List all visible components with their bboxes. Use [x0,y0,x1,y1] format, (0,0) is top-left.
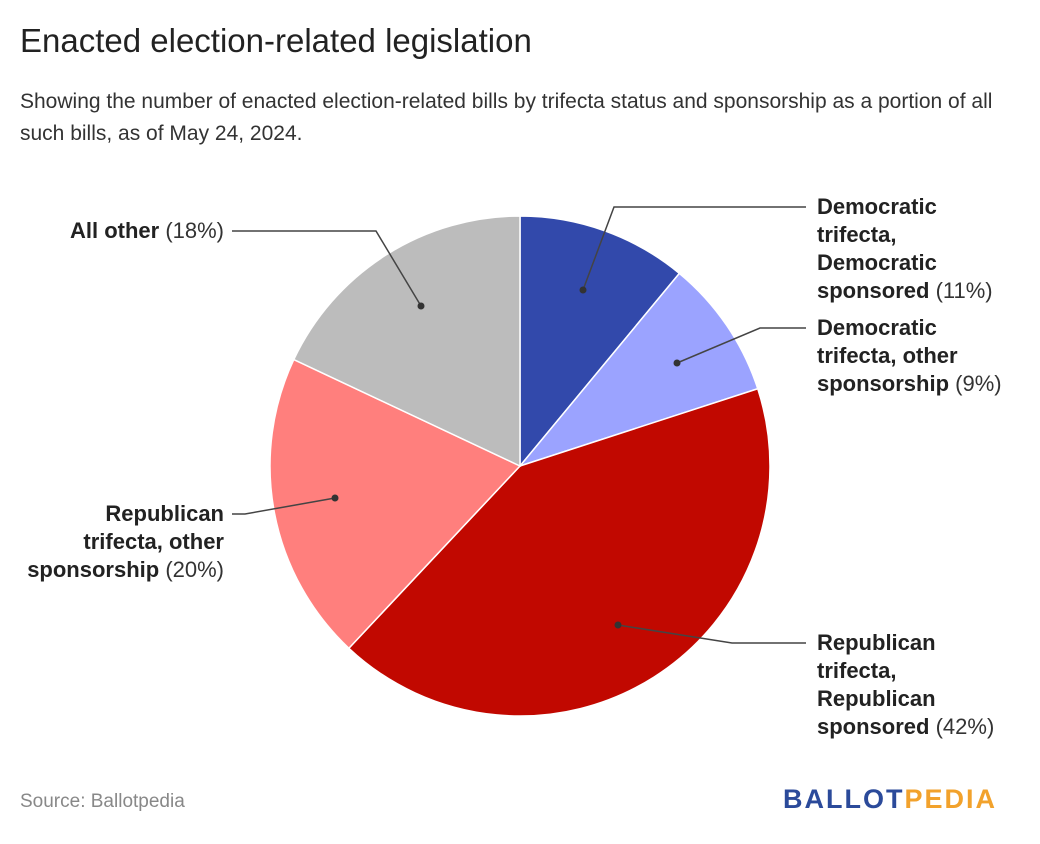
pie-slice-all-other [292,215,521,468]
chart-subtitle: Showing the number of enacted election-r… [20,90,993,145]
leader-line-all-other [232,230,422,307]
leader-line-dem-other [676,327,806,364]
logo-part-ballot: BALLOT [783,784,905,814]
slice-label-dem-other: Democratic trifecta, other sponsorship (9%… [817,315,1002,396]
pie-slice-dem-other [517,272,759,468]
slice-label-dem-dem: Democratic trifecta, Democratic sponsored (… [817,194,993,303]
logo-part-pedia: PEDIA [904,784,998,814]
pie-slice-rep-rep [347,387,771,717]
leader-dot-rep-other [331,494,339,502]
ballotpedia-logo: BALLOTPEDIA [783,784,997,815]
slice-label-all-other: All other (18%) [69,218,224,243]
leader-dot-dem-other [673,359,681,367]
slice-label-rep-rep: Republican trifecta, Republican sponsored (… [817,630,995,739]
leader-dot-all-other [417,302,425,310]
slice-label-rep-other: Republican trifecta, other sponsorship (20… [27,501,224,582]
leader-dot-rep-rep [614,621,622,629]
chart-title: Enacted election-related legislation [20,22,532,59]
source-note: Source: Ballotpedia [20,791,185,812]
leader-line-rep-other [232,497,336,515]
pie-slice-rep-other [269,358,522,650]
leader-line-rep-rep [617,624,806,644]
leader-line-dem-dem [582,206,806,291]
leader-dot-dem-dem [579,286,587,294]
